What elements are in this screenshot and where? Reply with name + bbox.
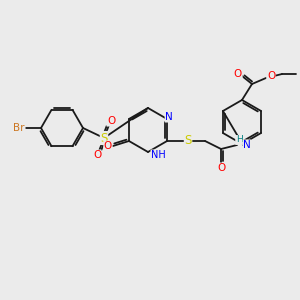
Text: Br: Br xyxy=(13,123,25,133)
Text: S: S xyxy=(100,131,108,145)
Text: NH: NH xyxy=(151,150,166,160)
Text: O: O xyxy=(104,141,112,151)
Text: S: S xyxy=(184,134,192,148)
Text: O: O xyxy=(107,116,115,126)
Text: N: N xyxy=(165,112,173,122)
Text: O: O xyxy=(217,163,225,173)
Text: N: N xyxy=(243,140,251,150)
Text: O: O xyxy=(234,69,242,79)
Text: O: O xyxy=(93,150,101,160)
Text: O: O xyxy=(267,71,275,81)
Text: H: H xyxy=(236,136,242,145)
